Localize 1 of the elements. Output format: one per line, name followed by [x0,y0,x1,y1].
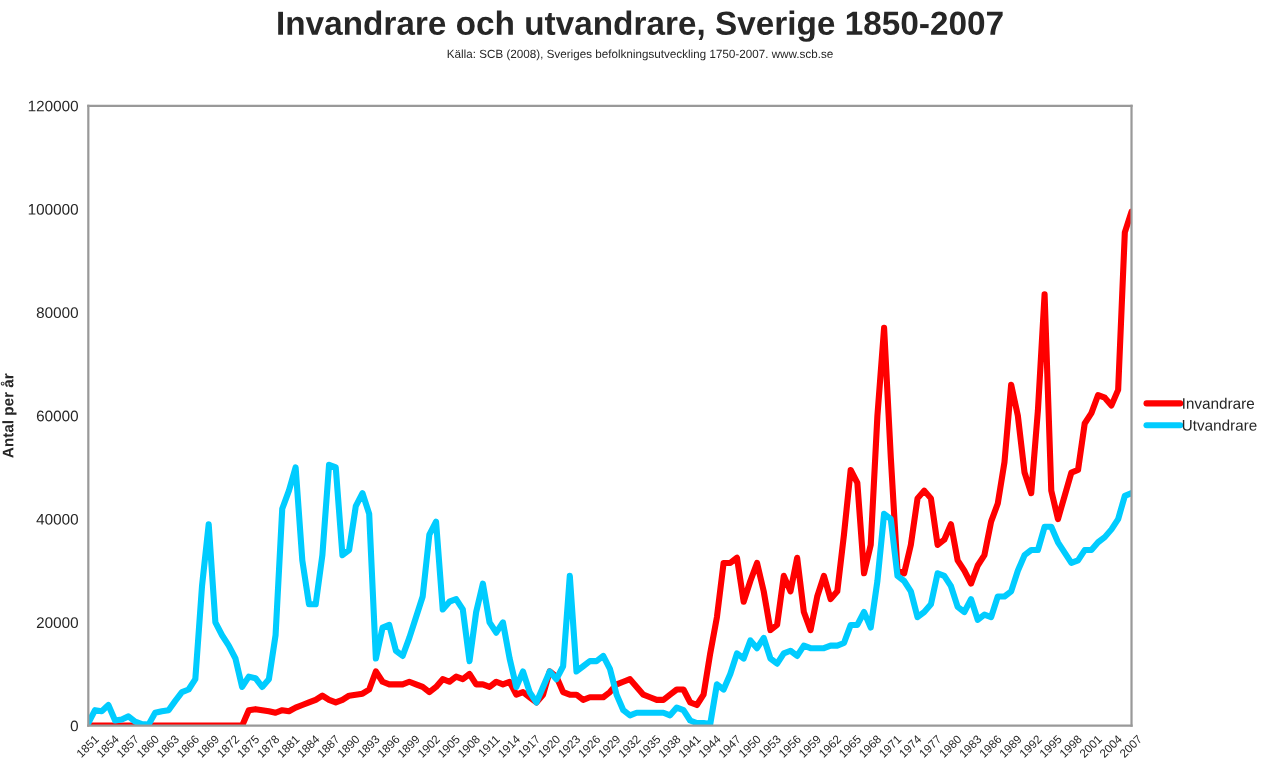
chart-title: Invandrare och utvandrare, Sverige 1850-2007 [278,10,1003,42]
